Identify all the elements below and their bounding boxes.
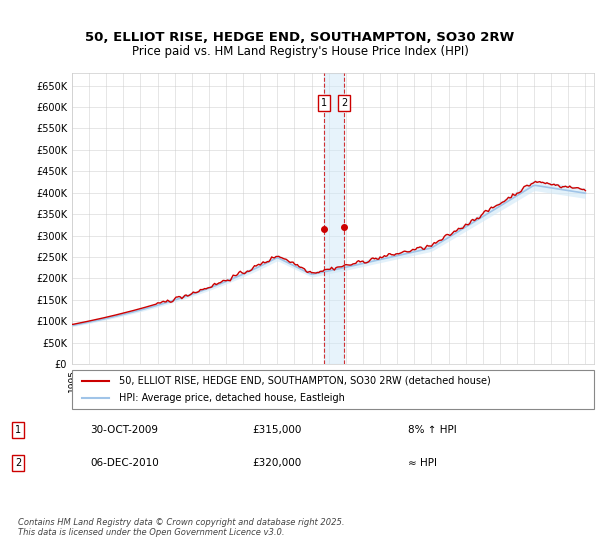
Text: 30-OCT-2009: 30-OCT-2009 bbox=[90, 425, 158, 435]
Text: £320,000: £320,000 bbox=[252, 458, 301, 468]
Text: 1: 1 bbox=[322, 98, 328, 108]
Text: 50, ELLIOT RISE, HEDGE END, SOUTHAMPTON, SO30 2RW: 50, ELLIOT RISE, HEDGE END, SOUTHAMPTON,… bbox=[85, 31, 515, 44]
Text: 06-DEC-2010: 06-DEC-2010 bbox=[90, 458, 159, 468]
Text: 50, ELLIOT RISE, HEDGE END, SOUTHAMPTON, SO30 2RW (detached house): 50, ELLIOT RISE, HEDGE END, SOUTHAMPTON,… bbox=[119, 376, 491, 386]
Text: ≈ HPI: ≈ HPI bbox=[408, 458, 437, 468]
Text: Price paid vs. HM Land Registry's House Price Index (HPI): Price paid vs. HM Land Registry's House … bbox=[131, 45, 469, 58]
FancyBboxPatch shape bbox=[72, 370, 594, 409]
Text: 1: 1 bbox=[15, 425, 21, 435]
Text: HPI: Average price, detached house, Eastleigh: HPI: Average price, detached house, East… bbox=[119, 393, 345, 403]
Bar bbox=[325, 73, 344, 364]
Text: 2: 2 bbox=[341, 98, 347, 108]
Text: 8% ↑ HPI: 8% ↑ HPI bbox=[408, 425, 457, 435]
Text: 2: 2 bbox=[15, 458, 21, 468]
Text: £315,000: £315,000 bbox=[252, 425, 301, 435]
Text: Contains HM Land Registry data © Crown copyright and database right 2025.
This d: Contains HM Land Registry data © Crown c… bbox=[18, 518, 344, 538]
